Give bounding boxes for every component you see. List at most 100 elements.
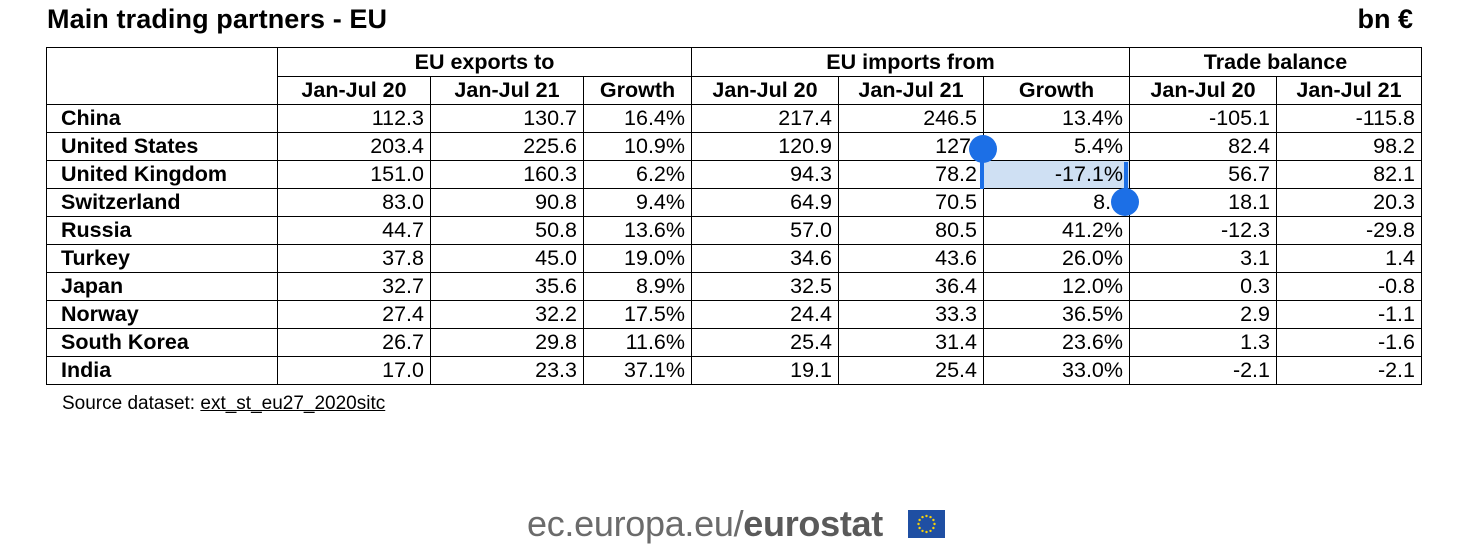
table-cell[interactable]: 35.6 xyxy=(430,272,584,301)
table-cell[interactable]: 36.5% xyxy=(983,300,1130,329)
country-name: United States xyxy=(46,132,278,161)
table-cell[interactable]: 112.3 xyxy=(277,104,431,133)
selection-end-handle[interactable] xyxy=(1111,188,1139,216)
table-cell[interactable]: 203.4 xyxy=(277,132,431,161)
table-cell[interactable]: 94.3 xyxy=(691,160,839,189)
table-cell[interactable]: 16.4% xyxy=(583,104,692,133)
table-cell[interactable]: 34.6 xyxy=(691,244,839,273)
table-cell[interactable]: 12.0% xyxy=(983,272,1130,301)
selection-start-handle[interactable] xyxy=(969,135,997,163)
table-cell[interactable]: 41.2% xyxy=(983,216,1130,245)
table-cell[interactable]: 37.8 xyxy=(277,244,431,273)
table-cell[interactable]: 25.4 xyxy=(691,328,839,357)
table-cell[interactable]: 32.2 xyxy=(430,300,584,329)
table-cell[interactable]: 120.9 xyxy=(691,132,839,161)
table-cell[interactable]: 3.1 xyxy=(1129,244,1277,273)
table-cell[interactable]: 82.1 xyxy=(1276,160,1422,189)
table-row: United States 203.4 225.6 10.9% 120.9 127. 5.4… xyxy=(46,132,1422,161)
table-cell[interactable]: 26.7 xyxy=(277,328,431,357)
table-cell[interactable]: 18.1 xyxy=(1129,188,1277,217)
table-cell[interactable]: 217.4 xyxy=(691,104,839,133)
table-cell[interactable]: 19.0% xyxy=(583,244,692,273)
table-cell[interactable]: 225.6 xyxy=(430,132,584,161)
table-cell[interactable]: 33.0% xyxy=(983,356,1130,385)
table-cell[interactable]: -1.6 xyxy=(1276,328,1422,357)
table-cell[interactable]: -2.1 xyxy=(1129,356,1277,385)
table-cell[interactable]: 50.8 xyxy=(430,216,584,245)
table-cell[interactable]: 151.0 xyxy=(277,160,431,189)
table-cell[interactable]: 24.4 xyxy=(691,300,839,329)
table-cell[interactable]: 82.4 xyxy=(1129,132,1277,161)
table-cell[interactable]: 2.9 xyxy=(1129,300,1277,329)
table-cell[interactable]: 80.5 xyxy=(838,216,984,245)
table-cell[interactable]: -1.1 xyxy=(1276,300,1422,329)
table-cell[interactable]: 98.2 xyxy=(1276,132,1422,161)
source-dataset-link[interactable]: ext_st_eu27_2020sitc xyxy=(200,393,386,414)
table-cell[interactable]: 36.4 xyxy=(838,272,984,301)
table-cell[interactable]: 70.5 xyxy=(838,188,984,217)
table-cell[interactable]: 57.0 xyxy=(691,216,839,245)
table-cell[interactable]: 27.4 xyxy=(277,300,431,329)
table-cell[interactable]: -115.8 xyxy=(1276,104,1422,133)
selection-start-caret xyxy=(980,162,984,189)
table-cell[interactable]: 29.8 xyxy=(430,328,584,357)
country-name: Russia xyxy=(46,216,278,245)
table-cell[interactable]: -17.1% xyxy=(983,160,1130,189)
table-cell[interactable]: 32.5 xyxy=(691,272,839,301)
table-cell[interactable]: 33.3 xyxy=(838,300,984,329)
table-cell[interactable]: 9.4% xyxy=(583,188,692,217)
table-cell[interactable]: 78.2 xyxy=(838,160,984,189)
table-cell[interactable]: 5.4% xyxy=(983,132,1130,161)
column-header: Jan-Jul 20 xyxy=(277,76,431,105)
table-cell[interactable]: 32.7 xyxy=(277,272,431,301)
table-cell[interactable]: -2.1 xyxy=(1276,356,1422,385)
table-cell[interactable]: 44.7 xyxy=(277,216,431,245)
table-cell[interactable]: 246.5 xyxy=(838,104,984,133)
unit-label: bn € xyxy=(1357,4,1413,34)
table-cell[interactable]: -12.3 xyxy=(1129,216,1277,245)
table-cell[interactable]: 31.4 xyxy=(838,328,984,357)
group-header-exports: EU exports to xyxy=(277,47,692,77)
table-cell[interactable]: 8.6 xyxy=(983,188,1130,217)
table-cell[interactable]: 23.3 xyxy=(430,356,584,385)
footer-brand: ec.europa.eu/eurostat xyxy=(527,503,883,545)
table-cell[interactable]: 19.1 xyxy=(691,356,839,385)
table-cell[interactable]: 1.3 xyxy=(1129,328,1277,357)
table-cell[interactable]: -29.8 xyxy=(1276,216,1422,245)
table-cell[interactable]: 13.4% xyxy=(983,104,1130,133)
trading-partners-table: EU exports to EU imports from Trade bala… xyxy=(46,47,1422,385)
table-cell[interactable]: 43.6 xyxy=(838,244,984,273)
table-cell[interactable]: 17.5% xyxy=(583,300,692,329)
table-cell[interactable]: 37.1% xyxy=(583,356,692,385)
table-cell[interactable]: 127. xyxy=(838,132,984,161)
table-cell[interactable]: -105.1 xyxy=(1129,104,1277,133)
country-name: Switzerland xyxy=(46,188,278,217)
selection-end-caret xyxy=(1124,162,1128,189)
table-row: India 17.0 23.3 37.1% 19.1 25.4 33.0% -2.1 -2.1 xyxy=(46,356,1422,385)
country-name: United Kingdom xyxy=(46,160,278,189)
table-cell[interactable]: -0.8 xyxy=(1276,272,1422,301)
table-cell[interactable]: 23.6% xyxy=(983,328,1130,357)
table-cell[interactable]: 25.4 xyxy=(838,356,984,385)
table-cell[interactable]: 130.7 xyxy=(430,104,584,133)
column-header: Growth xyxy=(983,76,1130,105)
table-cell[interactable]: 13.6% xyxy=(583,216,692,245)
table-cell[interactable]: 26.0% xyxy=(983,244,1130,273)
table-cell[interactable]: 83.0 xyxy=(277,188,431,217)
table-cell[interactable]: 56.7 xyxy=(1129,160,1277,189)
table-cell[interactable]: 45.0 xyxy=(430,244,584,273)
table-cell[interactable]: 64.9 xyxy=(691,188,839,217)
table-cell[interactable]: 160.3 xyxy=(430,160,584,189)
table-cell[interactable]: 8.9% xyxy=(583,272,692,301)
footer-domain: ec.europa.eu/ xyxy=(527,503,744,544)
source-prefix: Source dataset: xyxy=(62,393,201,414)
table-cell[interactable]: 1.4 xyxy=(1276,244,1422,273)
table-cell[interactable]: 17.0 xyxy=(277,356,431,385)
table-cell[interactable]: 0.3 xyxy=(1129,272,1277,301)
table-cell[interactable]: 20.3 xyxy=(1276,188,1422,217)
table-cell[interactable]: 11.6% xyxy=(583,328,692,357)
table-row: Switzerland 83.0 90.8 9.4% 64.9 70.5 8.6 18.1 20… xyxy=(46,188,1422,217)
table-cell[interactable]: 10.9% xyxy=(583,132,692,161)
table-cell[interactable]: 90.8 xyxy=(430,188,584,217)
table-cell[interactable]: 6.2% xyxy=(583,160,692,189)
